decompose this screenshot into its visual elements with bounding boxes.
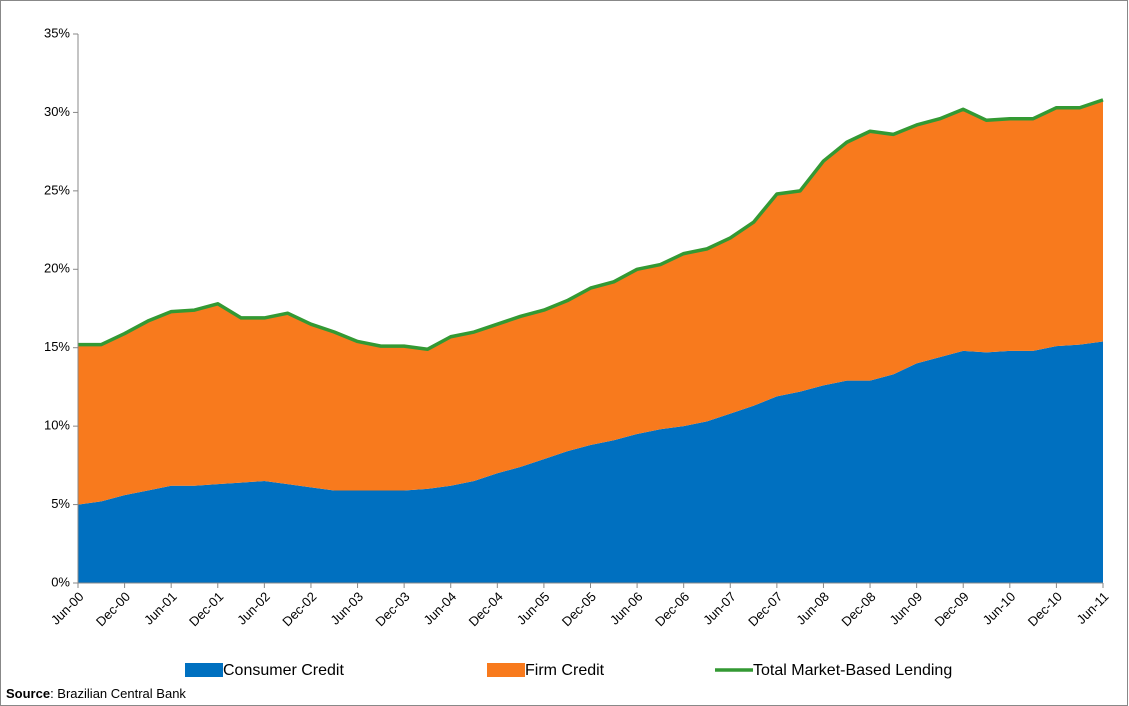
- legend-item: Firm Credit: [487, 662, 605, 679]
- y-tick-label: 0%: [51, 574, 70, 589]
- y-tick-label: 10%: [44, 418, 70, 433]
- area: [78, 99, 1103, 505]
- legend-swatch: [487, 663, 525, 677]
- legend-label: Total Market-Based Lending: [753, 662, 952, 679]
- y-tick-label: 20%: [44, 261, 70, 276]
- y-tick-label: 30%: [44, 104, 70, 119]
- source-text: : Brazilian Central Bank: [50, 686, 186, 701]
- y-tick-label: 15%: [44, 339, 70, 354]
- source: Source: Brazilian Central Bank: [6, 686, 186, 701]
- legend-item: Consumer Credit: [185, 662, 344, 679]
- source-label: Source: [6, 686, 50, 701]
- area: [78, 341, 1103, 583]
- total-line: [78, 98, 1104, 352]
- legend-swatch: [185, 663, 223, 677]
- y-tick-label: 25%: [44, 182, 70, 197]
- legend-label: Consumer Credit: [223, 662, 344, 679]
- y-tick-label: 5%: [51, 496, 70, 511]
- y-tick-label: 35%: [44, 25, 70, 40]
- legend-item: Total Market-Based Lending: [715, 662, 952, 679]
- legend-label: Firm Credit: [525, 662, 605, 679]
